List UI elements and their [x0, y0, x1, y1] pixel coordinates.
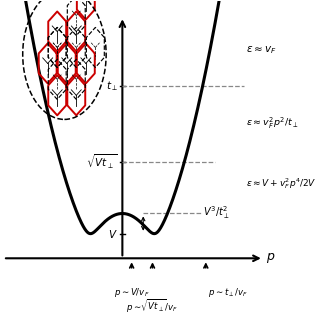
- Text: $\varepsilon\approx V+v_F^2p^4/2V$: $\varepsilon\approx V+v_F^2p^4/2V$: [246, 176, 317, 191]
- Text: $p$: $p$: [266, 251, 276, 265]
- Text: $p\sim t_\perp/v_F$: $p\sim t_\perp/v_F$: [208, 286, 248, 299]
- Text: $V^3/t_\perp^2$: $V^3/t_\perp^2$: [204, 204, 230, 221]
- Text: $\varepsilon\approx v_F$: $\varepsilon\approx v_F$: [246, 44, 277, 56]
- Text: $t_\perp$: $t_\perp$: [106, 79, 118, 93]
- Text: $p\sim V/v_F$: $p\sim V/v_F$: [114, 286, 149, 299]
- Text: $\sqrt{Vt_\perp}$: $\sqrt{Vt_\perp}$: [86, 153, 118, 171]
- Text: $\varepsilon\approx v_F^2p^2/t_\perp$: $\varepsilon\approx v_F^2p^2/t_\perp$: [246, 116, 299, 132]
- Text: $V$: $V$: [108, 228, 118, 240]
- Text: $p\sim\!\sqrt{Vt_\perp}/v_F$: $p\sim\!\sqrt{Vt_\perp}/v_F$: [126, 298, 179, 315]
